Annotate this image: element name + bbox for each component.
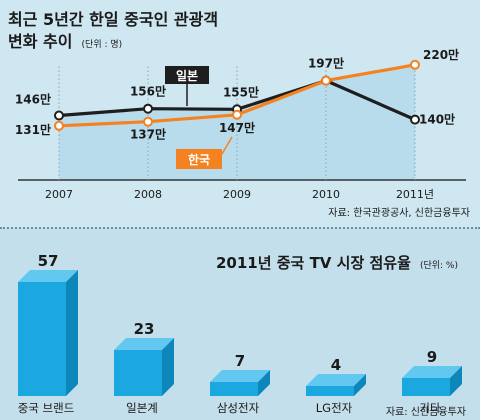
bar-value-label-4: 9 [427,348,437,366]
bar-chart-unit: (단위: %) [420,260,458,271]
x-tick-label-1: 2008 [134,188,162,201]
bar-value-label-2: 7 [235,352,245,370]
bar-top-3 [306,374,366,386]
line-chart-title-line2-group: 변화 추이 (단위 : 명) [8,32,122,51]
bar-chart-title-group: 2011년 중국 TV 시장 점유율 (단위: %) [216,253,458,272]
bar-category-label-1: 일본계 [126,401,158,415]
data-label-korea-1: 137만 [130,127,166,142]
bar-chart: 57 중국 브랜드 23 일본계 7 삼성전자 4 LG전자 9 기타 [18,252,462,415]
series-tag-japan: 일본 [165,66,209,106]
data-label-japan-4: 140만 [419,112,455,127]
bar-side-3 [354,374,366,396]
bar-top-2 [210,370,270,382]
bar-front-1 [114,350,162,396]
x-tick-label-3: 2010 [312,188,340,201]
line-chart-title-line2: 변화 추이 [8,32,72,51]
data-label-korea-0: 131만 [15,122,51,137]
bar-side-2 [258,370,270,396]
bar-category-label-3: LG전자 [316,401,353,415]
panel-divider [0,227,480,229]
point-korea-1 [143,116,153,127]
line-chart-title-line1: 최근 5년간 한일 중국인 관광객 [8,10,218,29]
x-tick-label-4: 2011년 [396,188,434,201]
bar-front-0 [18,282,66,396]
point-japan-0 [54,110,64,121]
line-chart: 2007 2008 2009 2010 2011년 146만 156만 155만 197만 140… [15,47,466,201]
bar-front-4 [402,378,450,396]
bar-3 [306,374,366,396]
bar-2 [210,370,270,396]
bar-4 [402,366,462,396]
bar-front-2 [210,382,258,396]
bar-top-4 [402,366,462,378]
point-korea-2 [232,109,242,120]
data-label-japan-3: 197만 [308,56,344,71]
data-label-korea-2: 147만 [219,120,255,135]
line-chart-source: 자료: 한국관광공사, 신한금융투자 [328,207,470,219]
x-tick-label-0: 2007 [45,188,73,201]
bar-side-0 [66,270,78,396]
bar-category-label-4: 기타 [419,401,441,415]
bar-side-1 [162,338,174,396]
bar-side-4 [450,366,462,396]
data-label-japan-2: 155만 [223,84,259,99]
data-label-japan-1: 156만 [130,84,166,99]
bar-chart-title: 2011년 중국 TV 시장 점유율 [216,254,411,272]
series-tag-japan-box [165,66,209,84]
series-tag-korea: 한국 [176,136,233,169]
bar-value-label-0: 57 [38,252,59,270]
data-label-japan-0: 146만 [15,92,51,107]
series-tag-korea-label: 한국 [188,152,210,167]
point-korea-4 [410,59,420,70]
point-korea-3 [321,75,331,86]
bar-value-label-3: 4 [331,356,341,374]
bar-top-0 [18,270,78,282]
series-tag-korea-box [176,149,222,169]
bar-chart-source: 자료: 신한금융투자 [386,406,466,418]
bar-category-label-0: 중국 브랜드 [18,401,75,415]
point-japan-1 [143,103,153,114]
point-japan-4 [410,114,420,125]
data-label-korea-4: 220만 [423,47,459,62]
bar-0 [18,270,78,396]
bar-category-label-2: 삼성전자 [217,401,260,415]
bar-value-label-1: 23 [134,320,155,338]
bar-top-1 [114,338,174,350]
point-korea-0 [54,120,64,131]
x-tick-label-2: 2009 [223,188,251,201]
bar-1 [114,338,174,396]
line-chart-unit: (단위 : 명) [82,39,123,50]
series-tag-japan-label: 일본 [176,69,198,83]
bar-front-3 [306,386,354,396]
series-tag-korea-pointer [221,136,233,155]
